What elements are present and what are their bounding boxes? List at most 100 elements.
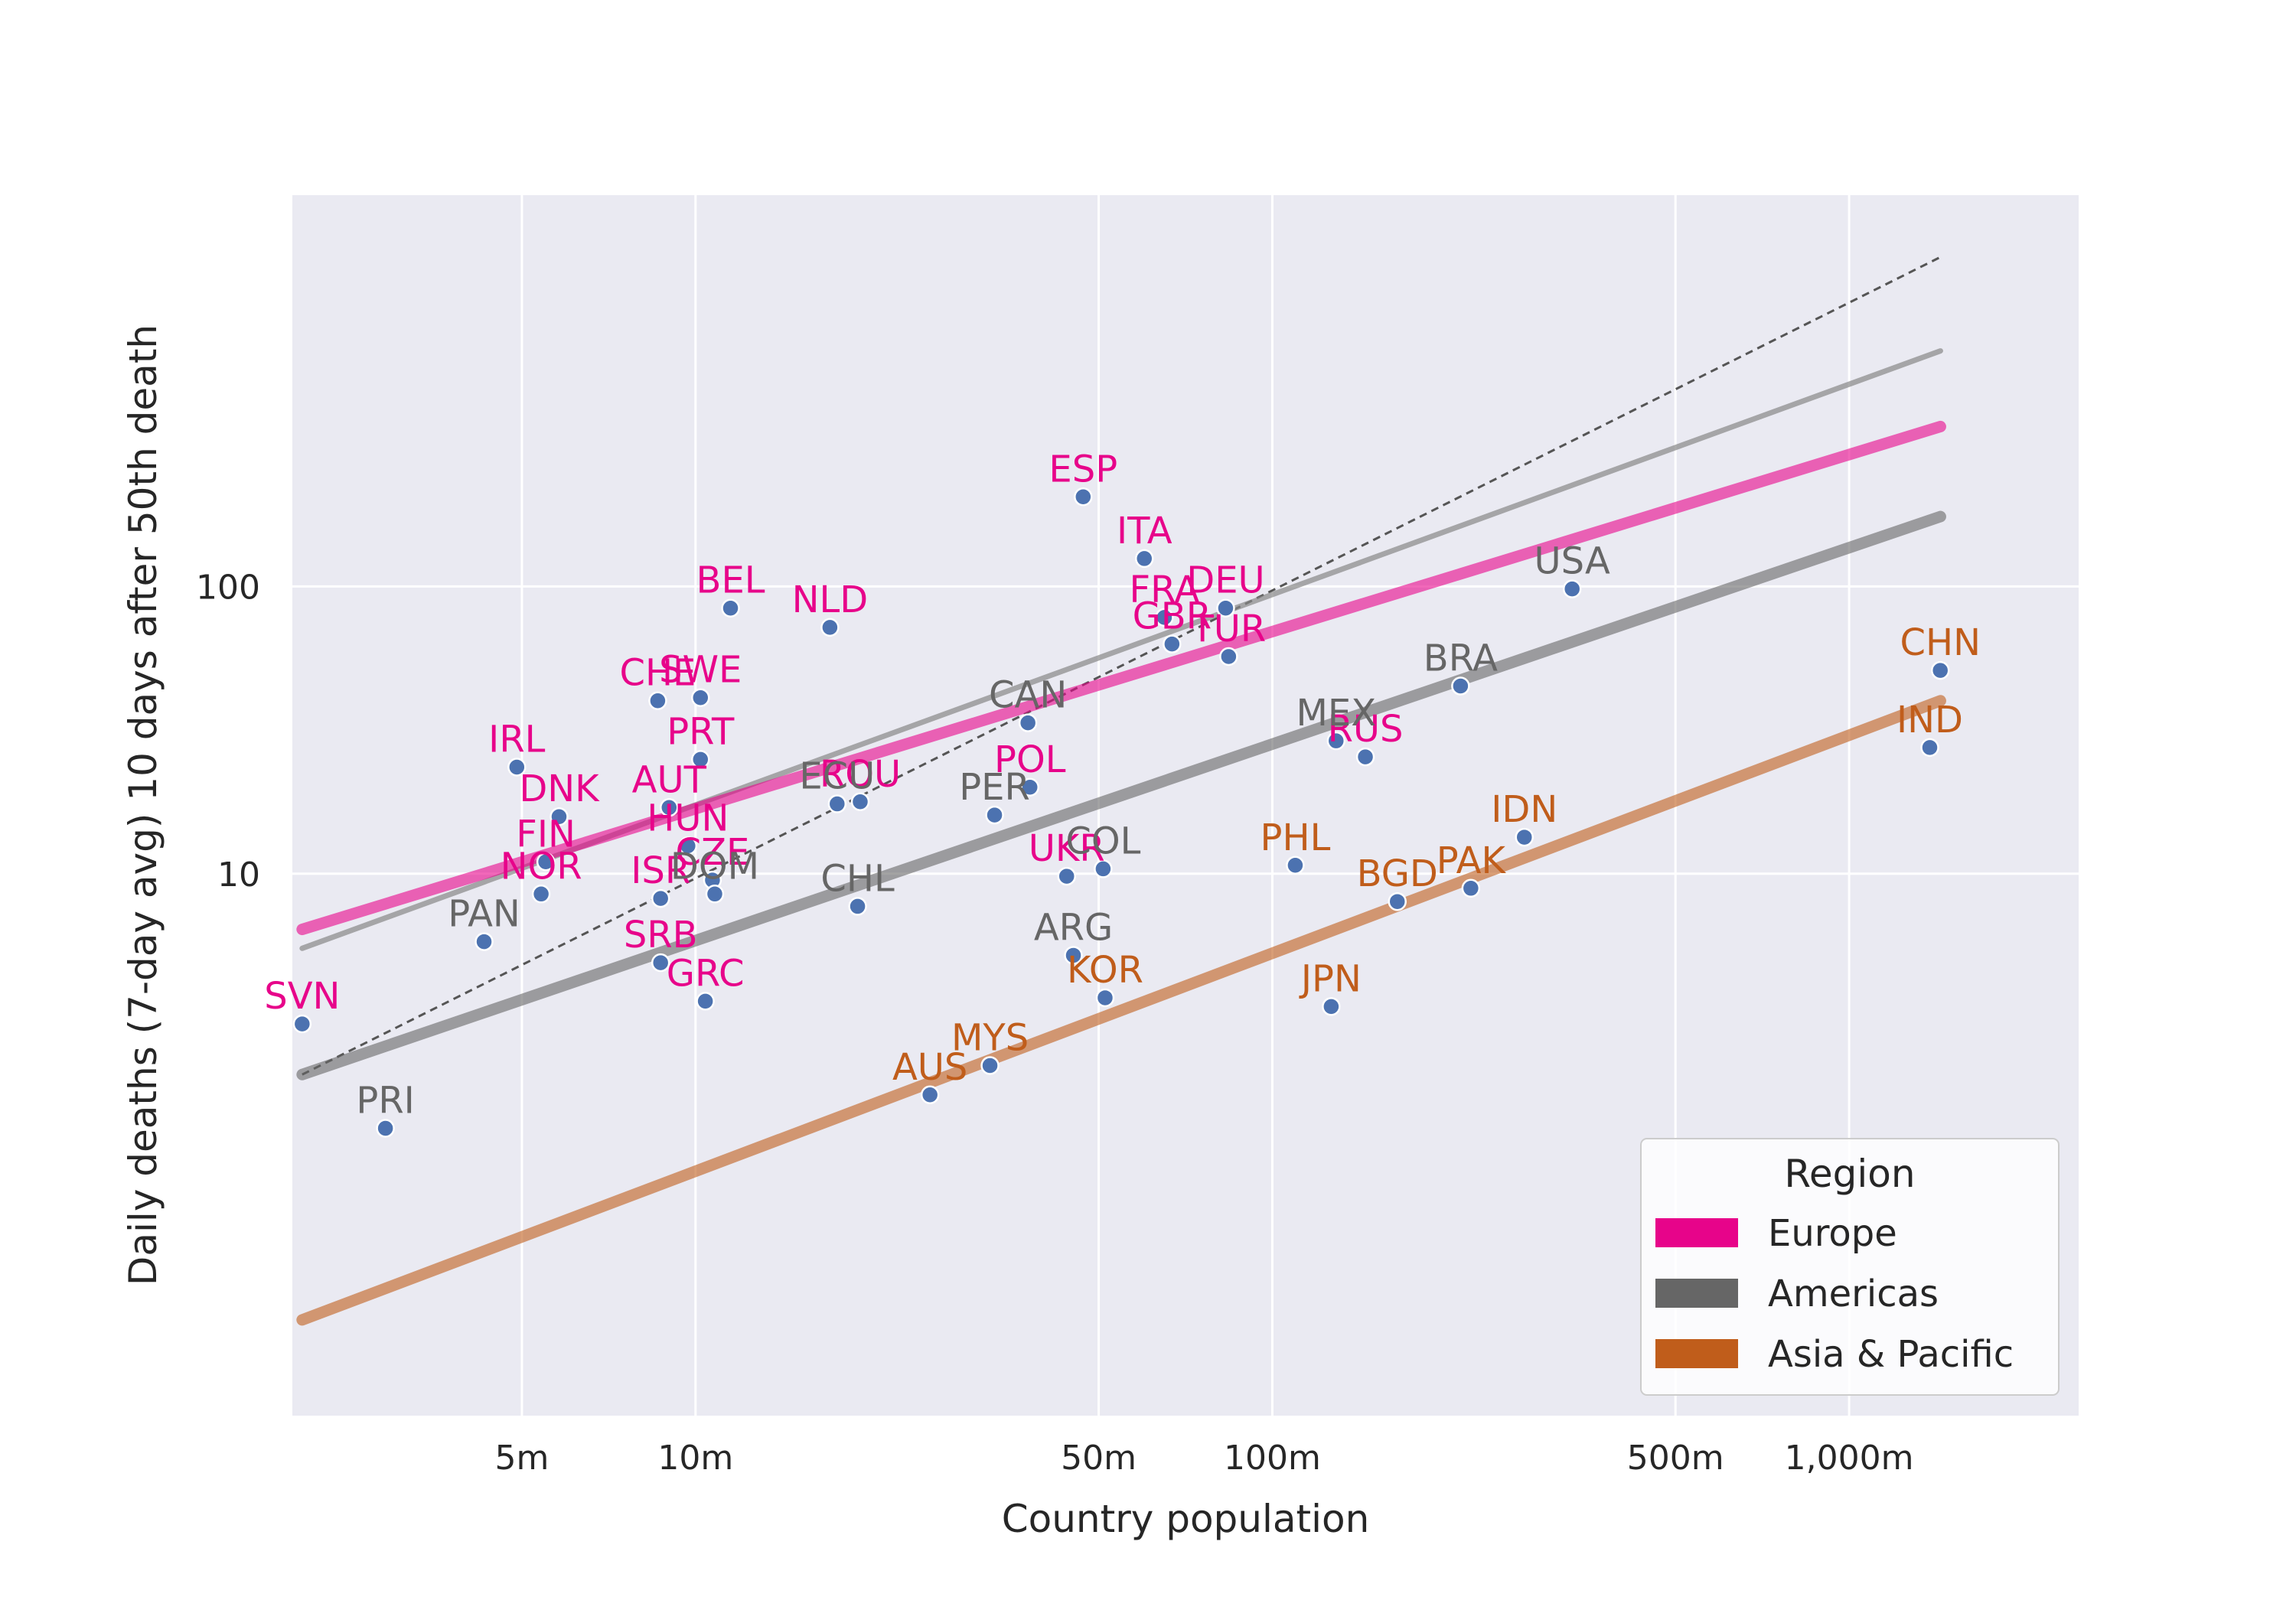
point-mys: [980, 1056, 1000, 1075]
point-label-gbr: GBR: [1133, 595, 1212, 638]
trend-line-americas: [296, 510, 1946, 1080]
point-dnk: [550, 807, 569, 826]
point-label-ukr: UKR: [1029, 827, 1105, 870]
point-label-nor: NOR: [501, 845, 582, 888]
point-ukr: [1057, 866, 1076, 886]
point-label-ita: ITA: [1117, 510, 1172, 552]
data-points: [292, 487, 1950, 1138]
point-prt: [691, 750, 710, 769]
point-label-arg: ARG: [1034, 906, 1113, 949]
point-label-pri: PRI: [356, 1080, 414, 1123]
point-aut: [660, 798, 679, 817]
point-label-dom: DOM: [670, 845, 759, 888]
x-tick-label: 1,000m: [1785, 1439, 1914, 1478]
point-swe: [691, 688, 710, 707]
legend: Region Europe Americas Asia & Pacific: [1640, 1138, 2060, 1396]
x-axis-ticks: 5m 10m 50m 100m 500m 1,000m: [494, 1439, 1913, 1478]
legend-label-americas: Americas: [1768, 1273, 1939, 1315]
point-label-mys: MYS: [951, 1016, 1029, 1059]
point-deu: [1216, 598, 1235, 618]
point-che: [648, 691, 667, 710]
point-label-tur: TUR: [1190, 608, 1266, 650]
point-label-bra: BRA: [1424, 637, 1498, 680]
point-srb: [651, 953, 670, 973]
point-isr: [651, 888, 670, 908]
point-label-cze: CZE: [676, 831, 750, 874]
point-label-jpn: JPN: [1299, 957, 1362, 1000]
point-label-fin: FIN: [516, 813, 576, 856]
legend-swatch-asia-pacific: [1655, 1339, 1738, 1368]
point-label-fra: FRA: [1130, 569, 1200, 611]
legend-title: Region: [1784, 1152, 1915, 1196]
y-tick-label: 100: [196, 568, 260, 607]
point-label-irl: IRL: [488, 718, 546, 761]
point-label-can: CAN: [989, 674, 1067, 717]
point-dom: [705, 885, 725, 904]
x-tick-label: 10m: [657, 1439, 733, 1478]
trend-line-europe: [296, 420, 1946, 936]
point-label-bel: BEL: [696, 559, 765, 602]
point-per: [985, 805, 1004, 825]
point-label-che: CHE: [619, 652, 696, 695]
point-label-per: PER: [959, 766, 1030, 809]
point-pol: [1020, 777, 1039, 797]
point-label-col: COL: [1065, 820, 1140, 862]
point-arg: [1064, 946, 1083, 965]
point-label-chn: CHN: [1900, 621, 1981, 664]
point-label-srb: SRB: [624, 914, 698, 957]
point-ecu: [827, 794, 847, 813]
point-fin: [536, 852, 556, 872]
x-tick-label: 5m: [494, 1439, 549, 1478]
point-irl: [507, 758, 527, 777]
point-pan: [475, 932, 494, 951]
legend-swatch-europe: [1655, 1218, 1738, 1247]
point-label-isr: ISR: [631, 849, 690, 892]
legend-swatch-americas: [1655, 1279, 1738, 1308]
y-axis-title: Daily deaths (7-day avg) 10 days after 5…: [121, 324, 165, 1286]
point-idn: [1515, 827, 1534, 847]
point-chn: [1930, 660, 1950, 680]
y-tick-label: 10: [217, 856, 260, 895]
point-label-ind: IND: [1896, 699, 1963, 741]
point-svn: [292, 1014, 312, 1034]
point-label-rou: ROU: [820, 753, 901, 796]
reference-line-layer: [302, 256, 1942, 1076]
point-label-rus: RUS: [1328, 708, 1404, 751]
x-tick-label: 50m: [1061, 1439, 1137, 1478]
legend-label-asia-pacific: Asia & Pacific: [1768, 1333, 2014, 1376]
point-label-bgd: BGD: [1357, 852, 1438, 895]
point-pri: [376, 1119, 395, 1138]
point-label-chl: CHL: [820, 857, 895, 900]
point-label-ecu: ECU: [799, 755, 875, 798]
x-tick-label: 100m: [1224, 1439, 1321, 1478]
trend-line-asia-pacific: [296, 695, 1946, 1326]
point-label-grc: GRC: [667, 952, 745, 995]
point-gbr: [1163, 634, 1182, 653]
point-jpn: [1322, 997, 1341, 1016]
point-label-phl: PHL: [1261, 816, 1331, 859]
point-label-prt: PRT: [667, 710, 735, 753]
point-label-nld: NLD: [792, 578, 869, 621]
point-label-pol: POL: [994, 738, 1066, 781]
point-label-svn: SVN: [264, 975, 340, 1018]
point-chl: [848, 897, 867, 916]
legend-box: [1640, 1138, 2060, 1396]
point-label-deu: DEU: [1186, 559, 1264, 602]
point-label-usa: USA: [1534, 540, 1610, 583]
point-nor: [531, 885, 551, 904]
point-label-dnk: DNK: [519, 768, 600, 810]
point-esp: [1074, 487, 1093, 507]
point-usa: [1562, 579, 1582, 598]
legend-label-europe: Europe: [1768, 1212, 1897, 1255]
point-col: [1094, 859, 1113, 878]
point-grc: [696, 992, 715, 1011]
point-label-aut: AUT: [632, 758, 707, 801]
point-kor: [1095, 988, 1115, 1008]
point-ind: [1920, 738, 1939, 758]
point-rou: [850, 792, 870, 812]
point-pak: [1461, 878, 1481, 898]
point-phl: [1286, 856, 1305, 875]
reference-dashed-line: [302, 256, 1942, 1076]
